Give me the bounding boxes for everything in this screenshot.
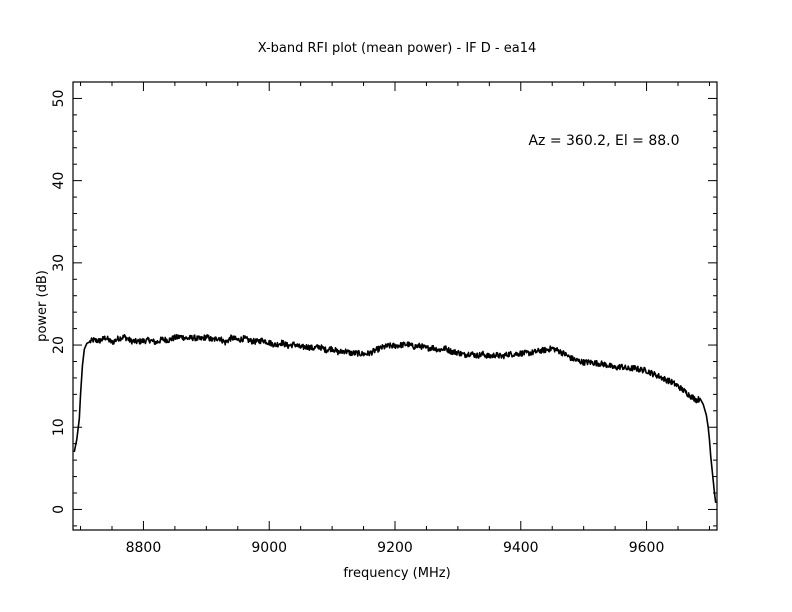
x-tick-label: 8800	[126, 540, 162, 556]
axis-ticks	[73, 81, 717, 530]
y-tick-label: 10	[51, 418, 67, 436]
y-tick-label: 40	[51, 172, 67, 190]
x-axis-label: frequency (MHz)	[343, 566, 450, 581]
x-tick-labels: 8800 9000 9200 9400 9600	[126, 540, 665, 556]
y-tick-label: 20	[51, 336, 67, 354]
y-tick-label: 50	[51, 90, 67, 108]
y-tick-labels: 0 10 20 30 40 50	[51, 90, 67, 514]
az-el-annotation: Az = 360.2, El = 88.0	[528, 133, 679, 149]
x-tick-label: 9200	[377, 540, 413, 556]
y-axis-label: power (dB)	[35, 270, 50, 342]
plot-frame	[72, 81, 718, 531]
y-tick-label: 30	[51, 254, 67, 272]
y-tick-label: 0	[51, 505, 67, 514]
power-series-line	[73, 333, 717, 503]
x-tick-label: 9600	[629, 540, 665, 556]
chart-title: X-band RFI plot (mean power) - IF D - ea…	[258, 41, 537, 56]
x-tick-label: 9400	[503, 540, 539, 556]
x-tick-label: 9000	[251, 540, 287, 556]
